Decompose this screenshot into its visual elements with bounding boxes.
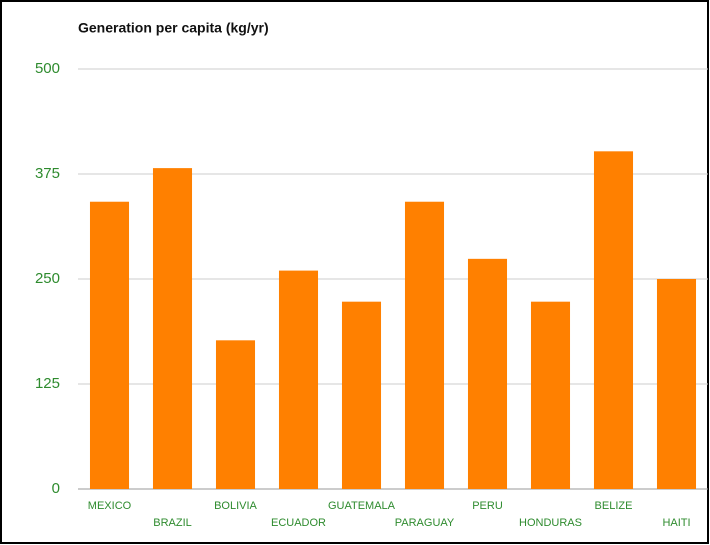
x-tick-label: PERU [472,500,503,512]
y-tick-label: 125 [35,375,60,392]
x-tick-label: BELIZE [595,500,633,512]
x-tick-label: ECUADOR [271,517,326,529]
x-tick-label: PARAGUAY [395,517,455,529]
x-tick-label: GUATEMALA [328,500,396,512]
y-tick-label: 500 [35,60,60,77]
x-tick-label: HONDURAS [519,517,582,529]
x-tick-label: BRAZIL [153,517,192,529]
x-tick-label: BOLIVIA [214,500,257,512]
bar [278,270,319,489]
bar [215,340,256,489]
bar [341,301,382,489]
bar [656,279,697,489]
x-tick-label: HAITI [662,517,690,529]
bar [593,151,634,489]
bar [467,258,508,489]
y-tick-label: 250 [35,270,60,287]
bar [530,301,571,489]
y-tick-label: 0 [52,480,60,497]
y-tick-label: 375 [35,165,60,182]
x-tick-label: MEXICO [88,500,132,512]
bar [404,201,445,489]
bar [89,201,130,489]
bar [152,168,193,489]
chart-title: Generation per capita (kg/yr) [78,20,269,36]
